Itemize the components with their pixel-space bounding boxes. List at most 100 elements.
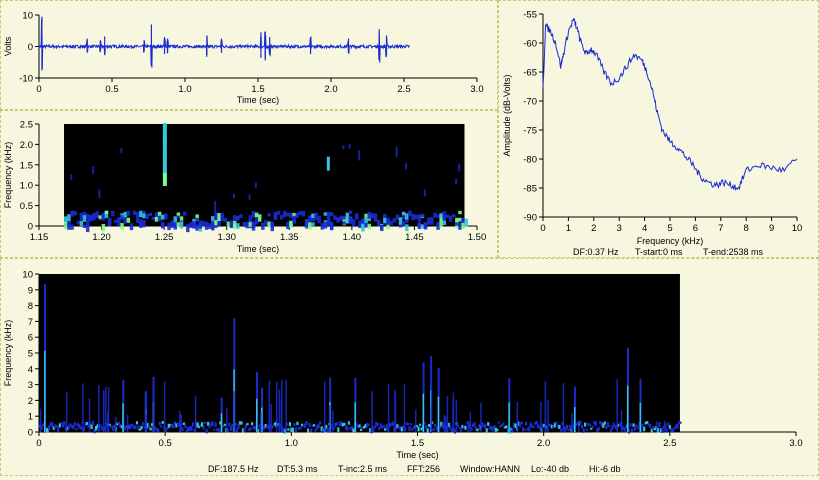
- spectrogram-area: [64, 124, 465, 226]
- spectrogram-cell: [82, 215, 87, 222]
- spectrogram-cell: [231, 424, 234, 427]
- spectrogram-stripe: [655, 421, 658, 432]
- spectrogram-hi: Hi:-6 db: [589, 464, 621, 474]
- spectrogram-stripe: [562, 383, 565, 432]
- spectrogram-cell: [117, 421, 120, 425]
- spectrogram-stripe: [540, 401, 542, 432]
- spectrogram-cell: [113, 424, 116, 428]
- y-tick-label: 1.0: [20, 181, 33, 192]
- spectrogram-stripe: [194, 395, 197, 432]
- spectrogram-cell: [63, 421, 66, 426]
- spectrogram-cell: [579, 421, 582, 424]
- spectrogram-cell: [105, 422, 108, 426]
- x-tick-label: 4: [642, 223, 647, 234]
- spectrogram-stripe: [354, 402, 356, 432]
- spectrogram-stripe: [260, 412, 262, 432]
- spectrogram-cell: [632, 423, 635, 427]
- spectrogram-cell: [135, 212, 140, 217]
- spectrogram-cell: [151, 423, 154, 427]
- spectrogram-cell: [162, 155, 167, 160]
- spectrogram-cell: [348, 216, 353, 222]
- spectrogram-cell: [162, 168, 167, 173]
- spectrogram-cell: [98, 189, 101, 199]
- spectrogram-cell: [388, 422, 391, 428]
- spectrogram-cell: [352, 428, 355, 433]
- spectrogram-stripe: [387, 384, 390, 432]
- spectrogram-cell: [603, 421, 606, 425]
- spectrogram-cell: [395, 214, 400, 220]
- spectrogram-cell: [87, 424, 90, 428]
- spectrogram-stripe: [126, 414, 129, 432]
- spectrogram-cell: [162, 123, 167, 128]
- spectrogram-stripe: [544, 419, 547, 432]
- spectrogram-cell: [120, 425, 123, 429]
- spectrogram-cell: [137, 425, 140, 431]
- spectrogram-cell: [176, 222, 181, 227]
- spectrogram-cell: [143, 425, 146, 429]
- spectrogram-cell: [532, 426, 535, 429]
- spectrogram-stripe: [403, 383, 406, 432]
- spectrogram-cell: [612, 422, 616, 427]
- spectrogram-cell: [79, 220, 84, 227]
- spectrogram-stripe: [616, 379, 618, 432]
- spectrogram-cell: [423, 189, 426, 197]
- spectrogram-cell: [73, 422, 77, 426]
- spectrogram-cell: [473, 422, 476, 427]
- spectrogram-cell: [72, 424, 75, 430]
- spectrogram-cell: [611, 425, 614, 430]
- x-tick-label: 2: [591, 223, 596, 234]
- spectrogram-cell: [588, 423, 591, 427]
- spectrogram-cell: [176, 214, 181, 219]
- spectrogram-cell: [634, 426, 637, 432]
- spectrogram-stripe: [480, 402, 482, 432]
- spectrogram-cell: [488, 426, 491, 430]
- spectrogram-cell: [308, 222, 312, 230]
- spectrogram-cell: [282, 428, 285, 434]
- spectrogram-cell: [627, 428, 631, 434]
- spectrogram-cell: [434, 423, 437, 427]
- spectrogram-cell: [348, 143, 351, 149]
- spectrogram-cell: [296, 421, 299, 426]
- spectrogram-cell: [161, 214, 165, 220]
- spectrogram-stripe: [547, 399, 549, 432]
- waveform-trace: [38, 19, 410, 69]
- spectrogram-cell: [347, 421, 351, 425]
- y-tick-label: 3: [28, 380, 33, 391]
- x-tick-label: 1.5: [411, 438, 424, 449]
- spectrogram-cell: [614, 424, 617, 429]
- spectrogram-cell: [182, 211, 187, 216]
- spectrogram-cell: [173, 216, 178, 225]
- spectrogram-cell: [264, 424, 267, 428]
- spectrogram-cell: [441, 423, 444, 429]
- spectrogram-cell: [543, 424, 546, 428]
- spectrogram-cell: [267, 221, 271, 228]
- spectrogram-cell: [162, 132, 167, 137]
- x-axis-label: Time (sec): [237, 95, 279, 105]
- spectrogram-cell: [70, 224, 74, 230]
- spectrogram-cell: [166, 427, 169, 430]
- spectrogram-cell: [337, 427, 340, 433]
- spectrogram-cell: [204, 421, 207, 425]
- spectrogram-cell: [89, 215, 93, 222]
- spectrogram-cell: [264, 219, 268, 226]
- spectrogram-cell: [244, 424, 248, 428]
- spectrogram-cell: [609, 428, 612, 432]
- spectrogram-cell: [517, 421, 520, 426]
- spectrogram-cell: [349, 426, 352, 430]
- x-axis-label: Frequency (kHz): [637, 236, 704, 246]
- spectrogram-cell: [297, 427, 301, 430]
- spectrogram-cell: [459, 428, 463, 432]
- x-tick-label: 1.50: [468, 232, 487, 243]
- spectrogram-cell: [45, 428, 48, 432]
- spectrogram-cell: [187, 427, 190, 432]
- spectrogram-cell: [567, 428, 570, 431]
- spectrogram-cell: [497, 421, 500, 424]
- spectrogram-cell: [73, 211, 77, 216]
- spectrogram-cell: [234, 422, 237, 427]
- spectrogram-cell: [556, 424, 559, 429]
- spectrogram-cell: [472, 423, 475, 428]
- spectrogram-cell: [366, 422, 369, 427]
- x-tick-label: 7: [718, 223, 723, 234]
